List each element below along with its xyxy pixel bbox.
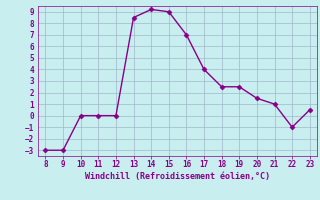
- X-axis label: Windchill (Refroidissement éolien,°C): Windchill (Refroidissement éolien,°C): [85, 172, 270, 181]
